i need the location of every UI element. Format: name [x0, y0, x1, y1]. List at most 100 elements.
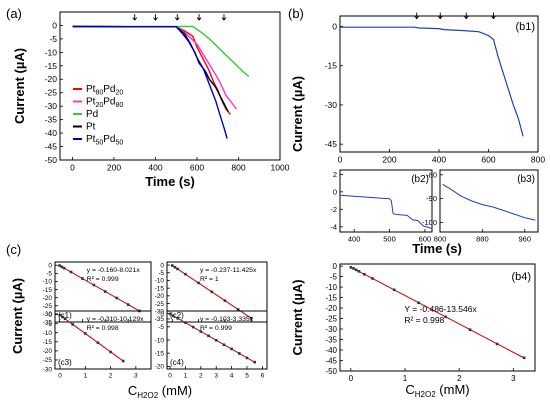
- data-point-b4: [357, 270, 361, 273]
- y-tick-label-a: -25: [45, 88, 58, 98]
- y-tick-label-b4: 0: [333, 262, 338, 271]
- data-point-c4: [168, 312, 172, 316]
- y-tick-label-a: -10: [45, 47, 58, 57]
- r-squared-c3: R² = 0.998: [87, 325, 119, 332]
- y-tick-label-c1: -30: [43, 311, 53, 318]
- legend-label: Pt20Pd80: [86, 97, 123, 110]
- legend-label: Pd: [86, 109, 98, 120]
- x-tick-label-b1: 0: [338, 155, 343, 165]
- y-tick-label-c1: -35: [43, 319, 53, 326]
- data-point-c4: [230, 347, 233, 351]
- x-tick-label-c3: 3: [134, 373, 138, 380]
- y-axis-label-b1: Current (µA): [290, 76, 305, 152]
- y-ticks-a: 0 -5 -10 -15 -20 -25 -30 -35 -40 -45 -50: [45, 20, 63, 165]
- x-axis-label-b4: CH2O2 (mM): [405, 382, 469, 399]
- injection-arrow-b1: [491, 12, 496, 20]
- data-point-b4: [352, 267, 355, 270]
- fit-line-b4: [350, 266, 525, 359]
- y-ticks-b1: 0 -15 -30 -45: [325, 21, 343, 149]
- panel-inner-label-b1: (b1): [515, 21, 535, 33]
- data-point-b4: [444, 315, 447, 319]
- panel-label-c: (c): [6, 242, 21, 257]
- series-line-b2: [339, 194, 433, 229]
- y-tick-label-c2: -10: [155, 278, 165, 285]
- x-tick-label-b4: 3: [511, 374, 516, 383]
- x-axis-label-c: CH2O2 (mM): [128, 383, 192, 400]
- x-ticks-c1: [59, 319, 152, 322]
- y-tick-label-c2: -35: [155, 316, 165, 323]
- data-point-b4: [363, 272, 366, 276]
- x-tick-label-b2: 400: [348, 235, 361, 244]
- plot-frame-a: [59, 11, 281, 161]
- legend-label: Pt80Pd20: [86, 84, 123, 97]
- chart-c2: 0-5-10-15-20-25-30-35y = -0.237-11.425xR…: [155, 261, 268, 323]
- plot-frame-b3: [439, 169, 539, 233]
- y-tick-label-a: -15: [45, 61, 58, 71]
- data-point-c1: [62, 266, 66, 270]
- panel-inner-label-c4: (c4): [170, 358, 184, 367]
- y-tick-label-c1: -15: [43, 287, 53, 294]
- plot-frame-c3: [54, 310, 152, 370]
- data-point-c4: [245, 356, 249, 360]
- data-point-c1: [60, 265, 64, 269]
- y-ticks-b2: 2 0 -2 -4: [330, 170, 343, 231]
- y-ticks-c2: 0-5-10-15-20-25-30-35: [155, 262, 170, 323]
- y-tick-label-b4: -15: [325, 293, 337, 302]
- x-tick-label-c4: 6: [261, 373, 265, 380]
- x-ticks-b2: 400 500 600: [348, 229, 431, 244]
- y-axis-label-c: Current (µA): [10, 278, 25, 354]
- data-point-c3: [84, 332, 87, 335]
- data-point-c4: [176, 317, 180, 320]
- series-line-Pd: [72, 25, 250, 78]
- data-point-b4: [354, 268, 358, 272]
- data-point-c2: [184, 272, 187, 276]
- injection-arrow-a: [153, 14, 158, 21]
- data-point-b4: [392, 288, 396, 292]
- data-point-c1: [103, 290, 107, 293]
- x-tick-label-b4: 0: [349, 374, 354, 383]
- y-tick-label-a: -45: [45, 142, 58, 152]
- panel-inner-label-b4: (b4): [511, 271, 531, 283]
- data-point-c4: [191, 325, 195, 329]
- x-tick-label-b1: 800: [531, 155, 545, 165]
- data-point-c2: [176, 267, 179, 271]
- data-point-c3: [63, 317, 67, 321]
- x-axis-label-b: Time (s): [412, 241, 462, 256]
- x-tick-label-b2: 600: [419, 235, 432, 244]
- data-point-c3: [96, 341, 100, 345]
- y-tick-label-b2: 0: [333, 187, 337, 196]
- data-point-c4: [199, 330, 203, 333]
- injection-arrow-a: [196, 14, 202, 21]
- panel-inner-label-b3: (b3): [517, 174, 535, 185]
- data-point-c3: [121, 359, 125, 363]
- x-tick-label-a: 400: [148, 163, 162, 173]
- panel-inner-label-c3: (c3): [58, 358, 72, 367]
- data-point-c2: [210, 290, 214, 294]
- y-tick-label-b1: -30: [325, 100, 338, 110]
- injection-arrow-b1: [463, 12, 469, 20]
- y-ticks-c1: 0-5-10-15-20-25-30-35: [43, 263, 58, 326]
- x-tick-label-b4: 1: [403, 374, 408, 383]
- series-line-Pt50Pd50: [72, 25, 228, 139]
- chart-c3: 0 1 2 3 0 -5 -10 -15 -20 -25 -30 y = -0.310-10.129x…: [43, 310, 152, 380]
- data-point-c1: [81, 277, 84, 280]
- injection-arrow-a: [132, 14, 138, 21]
- injection-arrow-b1: [414, 12, 420, 20]
- series-line-Pt: [72, 25, 229, 112]
- y-tick-label-b4: -30: [325, 325, 337, 334]
- data-point-c4: [207, 334, 210, 338]
- legend-label: Pt: [86, 122, 96, 133]
- injection-arrow-a: [221, 14, 227, 21]
- y-tick-label-b4: -50: [325, 367, 337, 376]
- x-tick-label-c4: 0: [168, 373, 172, 380]
- data-point-c3: [109, 350, 112, 354]
- y-tick-label-c3: -10: [43, 330, 53, 337]
- data-point-c1: [58, 264, 61, 267]
- y-axis-label-a: Current (µA): [12, 48, 27, 124]
- data-point-b4: [417, 301, 420, 305]
- y-tick-label-c3: -20: [43, 348, 53, 355]
- data-point-b4: [468, 328, 472, 331]
- x-tick-label-b3: 960: [518, 235, 531, 244]
- equation-c2: y = -0.237-11.425x: [200, 267, 257, 274]
